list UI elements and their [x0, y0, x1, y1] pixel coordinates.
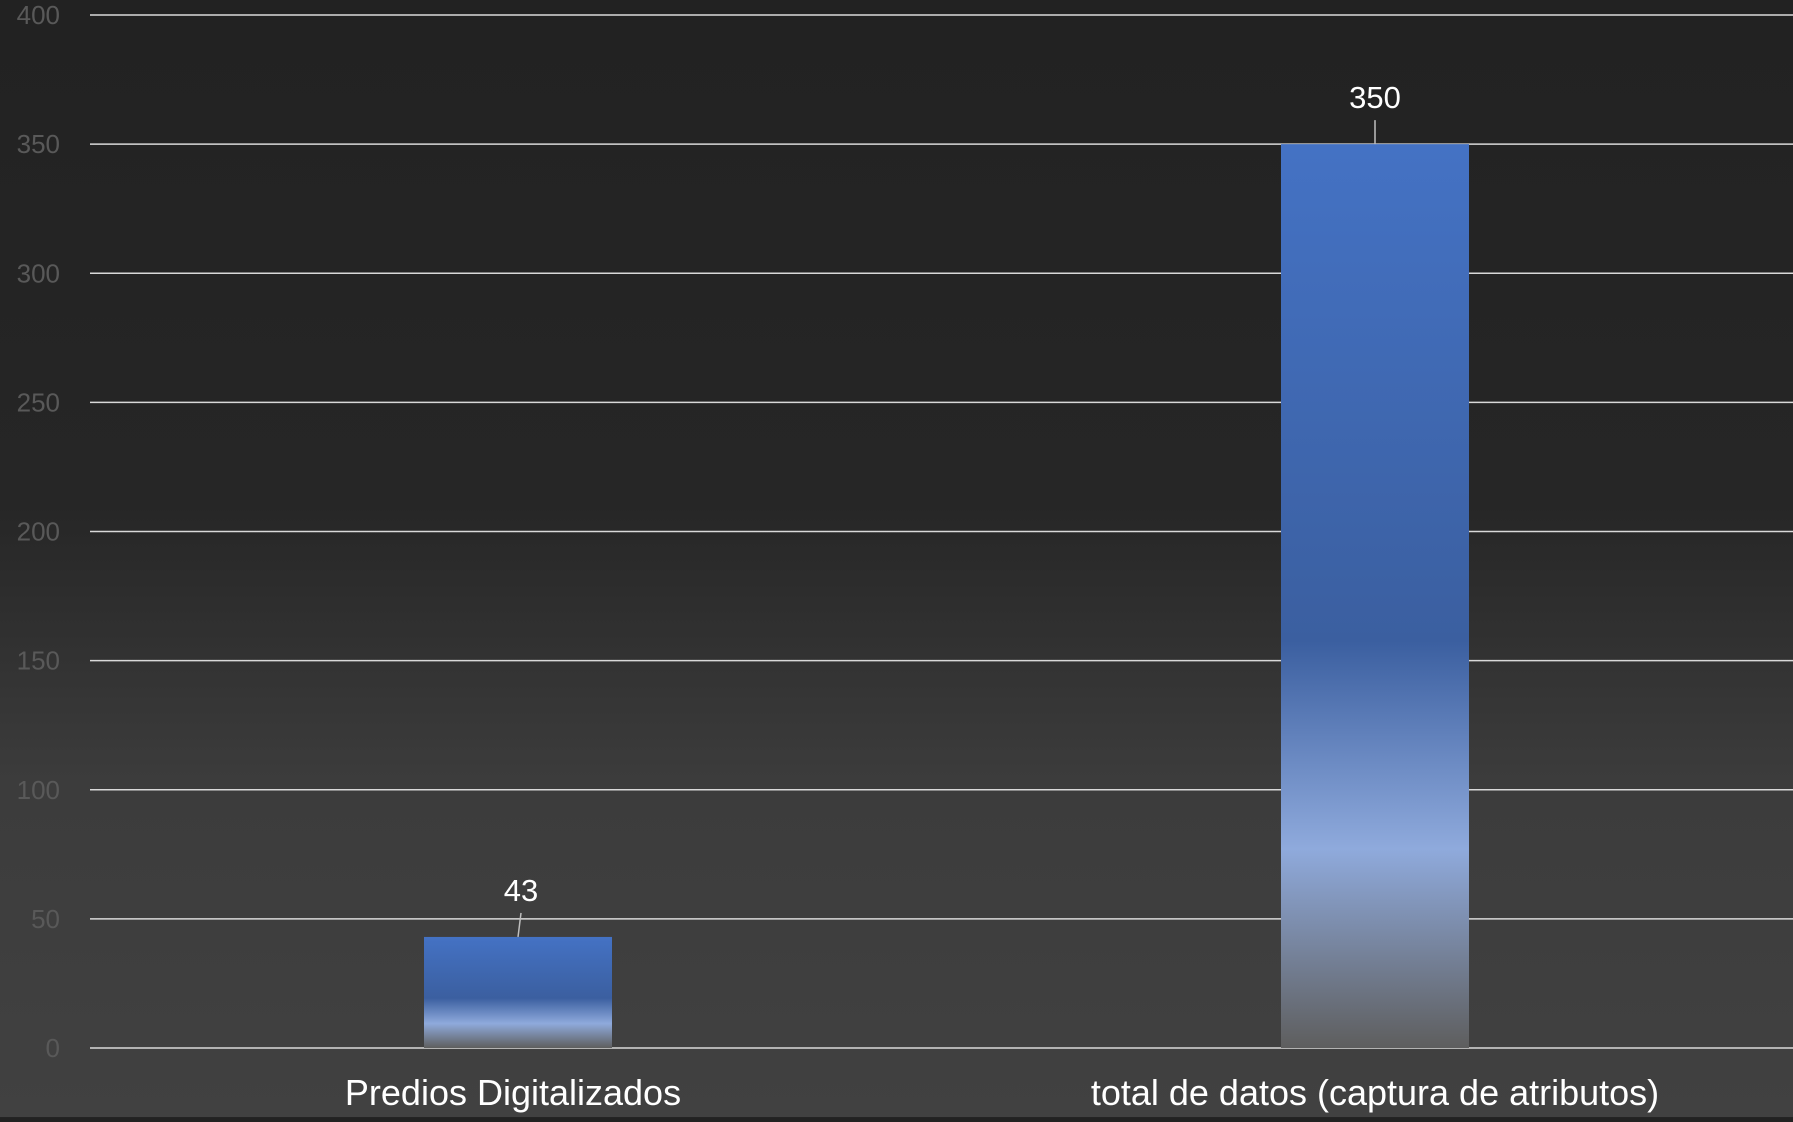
- y-tick-label: 400: [17, 0, 60, 30]
- bar: [1281, 144, 1469, 1048]
- data-labels: 43 350: [504, 80, 1401, 938]
- y-tick-label: 200: [17, 517, 60, 547]
- x-category-label: total de datos (captura de atributos): [1091, 1072, 1659, 1113]
- data-label-leader: [517, 912, 522, 938]
- bars: [424, 144, 1469, 1048]
- y-tick-label: 350: [17, 129, 60, 159]
- y-tick-label: 0: [46, 1033, 60, 1063]
- y-axis-tick-labels: 0 50 100 150 200 250 300 350 400: [17, 0, 60, 1063]
- data-label: 43: [504, 873, 538, 908]
- y-tick-label: 150: [17, 646, 60, 676]
- y-tick-label: 300: [17, 258, 60, 288]
- y-tick-label: 250: [17, 387, 60, 417]
- bar: [424, 936, 612, 1048]
- y-tick-label: 100: [17, 775, 60, 805]
- x-axis-category-labels: Predios Digitalizados total de datos (cap…: [345, 1072, 1659, 1113]
- data-label: 350: [1349, 80, 1401, 115]
- x-category-label: Predios Digitalizados: [345, 1072, 681, 1113]
- gridlines: [90, 14, 1793, 1049]
- y-tick-label: 50: [31, 904, 60, 934]
